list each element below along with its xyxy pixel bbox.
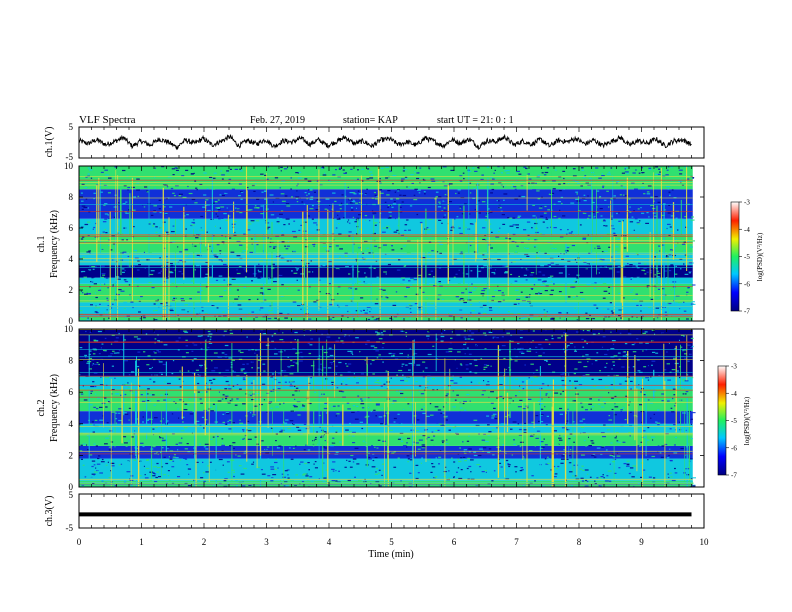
spectrogram-band	[79, 277, 693, 284]
ch1-spectrogram-yticks: 0 2 4 6 8 10	[64, 161, 704, 326]
frequency-tick-label: 4	[69, 254, 74, 264]
ch1-spectrogram-panel: 0 2 4 6 8 10 ch.1 Frequency (kHz) -3 -4 -5 -6 -7 …	[36, 161, 764, 326]
spectrogram-band	[79, 445, 693, 459]
frequency-tick-label: 8	[69, 356, 74, 366]
spectrogram-band	[79, 423, 693, 434]
time-tick-label: 8	[577, 537, 582, 547]
colorbar-tick-label: -7	[731, 472, 737, 480]
colorbar-tick-label: -6	[731, 444, 737, 452]
ch1-colorbar-label: log(PSD)(V²/Hz)	[756, 232, 764, 281]
ch3-ytick-bottom: -5	[66, 523, 74, 533]
spectrogram-band	[79, 376, 693, 390]
frequency-tick-label: 0	[69, 482, 74, 492]
waveform-line	[79, 133, 692, 151]
spectrogram-band	[79, 480, 693, 487]
ch3-ytick-top: 5	[69, 490, 74, 500]
spectrogram-band	[79, 458, 693, 481]
ch3-waveform-frame	[78, 493, 705, 529]
time-tick-label: 10	[700, 537, 710, 547]
colorbar-tick-label: -4	[731, 390, 737, 398]
ch1-spectrogram-image	[79, 166, 704, 321]
ch1-colorbar-gradient	[730, 201, 740, 312]
colorbar-tick-label: -3	[744, 199, 750, 207]
ch1-colorbar: -3 -4 -5 -6 -7 log(PSD)(V²/Hz)	[730, 199, 764, 316]
time-tick-label: 9	[639, 537, 644, 547]
frequency-tick-label: 2	[69, 285, 74, 295]
figure-title: VLF Spectra	[79, 114, 136, 126]
spectrogram-band	[79, 389, 693, 412]
spectrogram-band	[79, 218, 693, 235]
time-tick-label: 2	[202, 537, 207, 547]
colorbar-tick-label: -4	[744, 226, 750, 234]
colorbar-tick-label: -6	[744, 280, 750, 288]
time-tick-label: 7	[514, 537, 519, 547]
time-tick-label: 0	[77, 537, 82, 547]
x-axis-tick-labels: 0 1 2 3 4 5 6 7 8 9 10	[77, 537, 709, 547]
frequency-tick-label: 2	[69, 450, 74, 460]
ch1-ytick-bottom: -5	[66, 152, 74, 162]
x-axis-label: Time (min)	[368, 549, 413, 560]
time-tick-label: 6	[452, 537, 457, 547]
time-tick-label: 3	[264, 537, 269, 547]
spectrogram-band	[79, 283, 693, 303]
colorbar-tick-label: -3	[731, 363, 737, 371]
ch2-spectrogram-panel: 0 2 4 6 8 10 ch.2 Frequency (kHz) -3 -4 -5 -6 -7 …	[36, 324, 751, 492]
ch1-frequency-ylabel: Frequency (kHz)	[49, 210, 60, 278]
ch2-spectrogram-yticks: 0 2 4 6 8 10	[64, 324, 704, 492]
spectrogram-band	[79, 189, 693, 219]
frequency-tick-label: 10	[64, 324, 74, 334]
x-axis-ticks	[78, 127, 705, 528]
ch2-colorbar: -3 -4 -5 -6 -7 log(PSD)(V²/Hz)	[717, 363, 751, 480]
ch2-colorbar-label: log(PSD)(V²/Hz)	[743, 396, 751, 445]
frequency-tick-label: 8	[69, 192, 74, 202]
ch2-frequency-ylabel: Frequency (kHz)	[49, 374, 60, 442]
ch3-waveform-ylabel: ch.3(V)	[44, 496, 55, 527]
ch2-channel-label: ch.2	[36, 400, 47, 417]
colorbar-tick-label: -5	[744, 253, 750, 261]
frequency-tick-label: 4	[69, 419, 74, 429]
frequency-tick-label: 10	[64, 161, 74, 171]
colorbar-tick-label: -5	[731, 417, 737, 425]
frequency-tick-label: 6	[69, 387, 74, 397]
ch2-colorbar-gradient	[717, 365, 727, 476]
frequency-tick-label: 0	[69, 316, 74, 326]
time-tick-label: 4	[327, 537, 332, 547]
spectrogram-band	[79, 411, 693, 424]
start-time-label: start UT = 21: 0 : 1	[437, 115, 514, 126]
frequency-tick-label: 6	[69, 223, 74, 233]
time-tick-label: 1	[139, 537, 144, 547]
ch1-waveform-ylabel: ch.1(V)	[44, 127, 55, 158]
ch2-spectrogram-image	[79, 329, 704, 487]
date-label: Feb. 27, 2019	[250, 115, 305, 126]
time-tick-label: 5	[389, 537, 394, 547]
ch1-ytick-top: 5	[69, 122, 74, 132]
colorbar-tick-label: -7	[744, 308, 750, 316]
ch3-waveform-panel: 5 -5 ch.3(V)	[44, 490, 705, 533]
ch1-waveform-panel: 5 -5 ch.1(V)	[44, 122, 705, 162]
station-label: station= KAP	[343, 115, 398, 126]
ch1-waveform-trace	[79, 133, 692, 151]
ch1-channel-label: ch.1	[36, 236, 47, 253]
